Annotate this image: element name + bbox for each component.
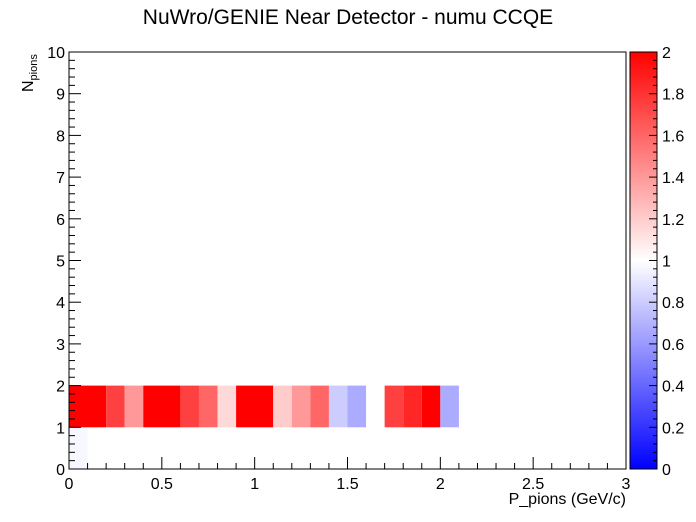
x-axis-title: P_pions (GeV/c) bbox=[509, 491, 626, 508]
y-tick-label: 7 bbox=[56, 170, 65, 187]
y-tick-label: 9 bbox=[56, 87, 65, 104]
x-tick-label: 0 bbox=[65, 476, 74, 493]
heatmap-cell bbox=[384, 385, 404, 428]
x-tick-label: 1.5 bbox=[336, 476, 358, 493]
heatmap-cell bbox=[69, 385, 107, 428]
y-tick-label: 1 bbox=[56, 420, 65, 437]
heatmap-cell bbox=[124, 385, 144, 428]
heatmap-cells bbox=[69, 385, 459, 469]
heatmap-cell bbox=[106, 385, 125, 428]
heatmap-cell bbox=[310, 385, 329, 428]
heatmap-cell bbox=[291, 385, 311, 428]
z-tick-label: 2 bbox=[662, 45, 671, 62]
x-tick-label: 1 bbox=[250, 476, 259, 493]
x-tick-label: 2 bbox=[436, 476, 445, 493]
y-tick-label: 4 bbox=[56, 295, 65, 312]
z-tick-label: 1 bbox=[662, 254, 671, 271]
z-tick-label: 0 bbox=[662, 462, 671, 479]
y-tick-label: 8 bbox=[56, 128, 65, 145]
heatmap-cell bbox=[347, 385, 367, 428]
z-tick-label: 1.2 bbox=[662, 212, 684, 229]
z-tick-label: 1.4 bbox=[662, 170, 684, 187]
z-tick-label: 0.4 bbox=[662, 379, 684, 396]
heatmap-cell bbox=[217, 385, 237, 428]
y-tick-label: 2 bbox=[56, 379, 65, 396]
heatmap-cell bbox=[180, 385, 199, 428]
z-tick-label: 0.8 bbox=[662, 295, 684, 312]
z-tick-label: 0.6 bbox=[662, 337, 684, 354]
y-tick-label: 0 bbox=[56, 462, 65, 479]
heatmap-cell bbox=[198, 385, 218, 428]
heatmap-cell bbox=[421, 385, 441, 428]
color-scale-axis: 0 0.2 0.4 0.6 0.8 1 1.2 1.4 1.6 1.8 2 bbox=[649, 45, 684, 479]
y-axis: 0 1 2 3 4 5 6 7 8 9 10 bbox=[47, 45, 81, 479]
heatmap-cell bbox=[143, 385, 181, 428]
y-axis-title-main: N bbox=[20, 80, 37, 92]
heatmap-cell bbox=[236, 385, 274, 428]
chart-title: NuWro/GENIE Near Detector - numu CCQE bbox=[142, 6, 554, 29]
y-axis-title-sub: pions bbox=[28, 54, 40, 81]
y-axis-title: Npions bbox=[20, 54, 40, 92]
z-tick-label: 1.8 bbox=[662, 87, 684, 104]
heatmap-cell bbox=[69, 427, 88, 469]
z-tick-label: 0.2 bbox=[662, 420, 684, 437]
x-tick-label: 0.5 bbox=[151, 476, 173, 493]
y-tick-label: 10 bbox=[47, 45, 65, 62]
heatmap-cell bbox=[440, 385, 459, 428]
x-tick-label: 2.5 bbox=[522, 476, 544, 493]
y-tick-label: 5 bbox=[56, 254, 65, 271]
x-tick-label: 3 bbox=[622, 476, 631, 493]
y-tick-label: 6 bbox=[56, 212, 65, 229]
z-tick-label: 1.6 bbox=[662, 128, 684, 145]
heatmap-cell bbox=[273, 385, 292, 428]
heatmap-cell bbox=[328, 385, 348, 428]
heatmap-cell bbox=[403, 385, 422, 428]
y-tick-label: 3 bbox=[56, 337, 65, 354]
x-axis: 0 0.5 1 1.5 2 2.5 3 bbox=[65, 457, 631, 493]
